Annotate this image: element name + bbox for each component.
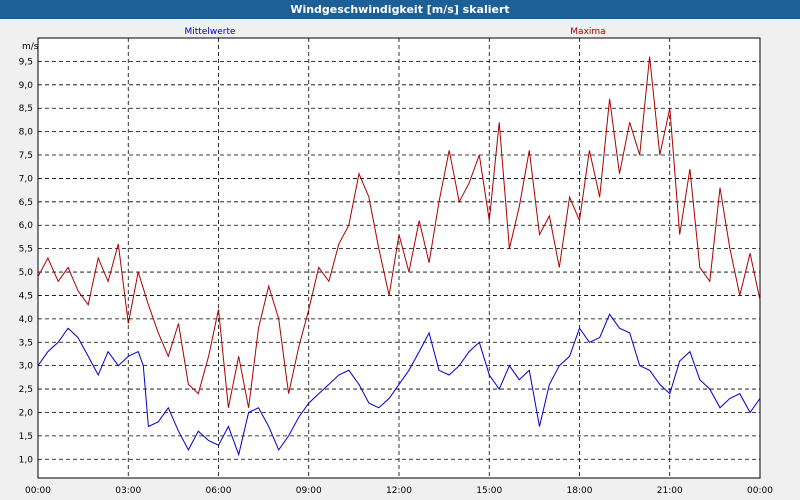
x-tick-time: 03:00 [115,486,141,496]
series-mittelwerte-line [37,313,761,457]
y-tick-label: 8,5 [19,104,33,114]
y-tick-label: 7,0 [19,174,34,184]
x-tick-time: 15:00 [476,486,502,496]
y-tick-label: 9,5 [19,57,33,67]
x-tick-time: 00:00 [25,486,51,496]
y-tick-label: 3,5 [19,338,33,348]
x-tick-time: 12:00 [386,486,412,496]
x-tick-time: 09:00 [296,486,322,496]
y-tick-label: 1,0 [19,455,34,465]
gridlines [38,38,760,478]
y-tick-label: 4,5 [19,291,33,301]
x-tick-time: 00:00 [747,486,773,496]
y-axis-label: m/s [22,42,39,52]
y-tick-label: 6,0 [19,221,34,231]
legend-mittelwerte: Mittelwerte [184,27,235,37]
y-tick-label: 5,5 [19,245,33,255]
y-tick-label: 9,0 [19,81,34,91]
y-tick-label: 1,5 [19,432,33,442]
y-tick-label: 8,0 [19,128,34,138]
y-axis-ticks: 1,0 1,5 2,0 2,5 3,0 3,5 4,0 4,5 5,0 5,5 6,0 6,5 7,0 7… [19,57,34,465]
y-tick-label: 2,0 [19,408,34,418]
chart-title: Windgeschwindigkeit [m/s] skaliert [0,0,800,19]
y-tick-label: 6,5 [19,198,33,208]
y-tick-label: 2,5 [19,385,33,395]
legend-maxima: Maxima [570,27,605,37]
y-tick-label: 4,0 [19,315,34,325]
series-maxima-line [37,56,761,408]
wind-speed-chart: 1,0 1,5 2,0 2,5 3,0 3,5 4,0 4,5 5,0 5,5 6,0 6,5 7,0 7… [19,27,774,496]
x-tick-time: 21:00 [657,486,683,496]
x-axis-ticks: 00:0015.02.2403:0015.02.2406:0015.02.240… [25,486,773,496]
x-tick-time: 06:00 [206,486,232,496]
y-tick-label: 3,0 [19,362,34,372]
x-tick-time: 18:00 [567,486,593,496]
y-tick-label: 5,0 [19,268,34,278]
y-tick-label: 7,5 [19,151,33,161]
series-lines [37,56,761,457]
